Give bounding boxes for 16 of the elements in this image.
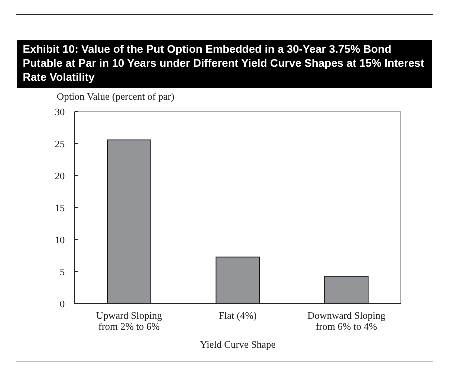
bar <box>216 256 260 304</box>
x-tick-label: Flat (4%) <box>218 311 258 322</box>
bar <box>324 276 369 304</box>
x-tick-label: Downward Sloping from 6% to 4% <box>308 311 386 333</box>
chart-title: Exhibit 10: Value of the Put Option Embedded in a 30-Year 3.75% Bond Putable at Par in 10 Years under Different Yield Curve Shapes at 15% Interest Rate Volatility <box>17 40 432 88</box>
y-tick-label: 10 <box>55 236 65 246</box>
y-tick-label: 5 <box>60 268 65 278</box>
y-tick-label: 20 <box>55 172 65 182</box>
y-tick-label: 25 <box>55 140 65 150</box>
x-tick-label: Upward Sloping from 2% to 6% <box>96 311 162 333</box>
x-axis-title: Yield Curve Shape <box>200 340 276 351</box>
bar <box>107 140 152 304</box>
y-axis-title: Option Value (percent of par) <box>57 92 175 103</box>
y-tick-label: 30 <box>55 108 65 118</box>
y-tick-label: 0 <box>60 300 65 310</box>
y-tick-label: 15 <box>55 204 65 214</box>
